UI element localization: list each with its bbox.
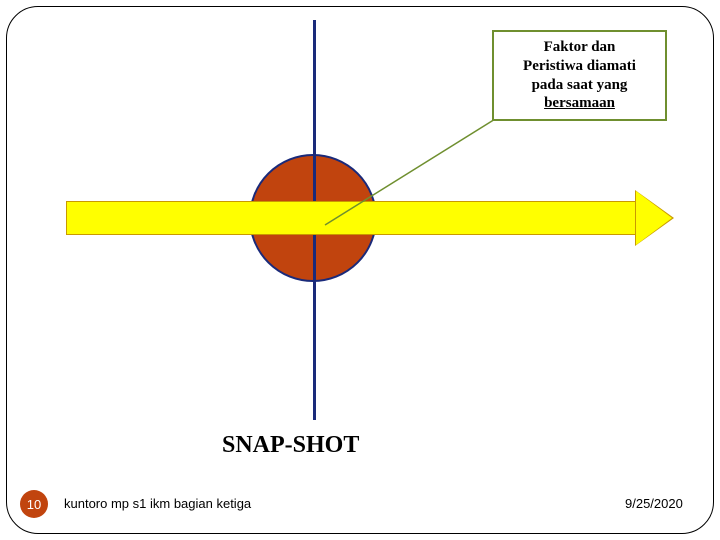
callout-line: bersamaan (502, 94, 657, 113)
footer-author: kuntoro mp s1 ikm bagian ketiga (64, 496, 251, 511)
page-number-badge: 10 (20, 490, 48, 518)
arrow-shaft (66, 201, 636, 235)
callout-line: Peristiwa diamati (502, 57, 657, 76)
callout-line: pada saat yang (502, 76, 657, 95)
callout-line: Faktor dan (502, 38, 657, 57)
footer-date: 9/25/2020 (625, 496, 683, 511)
callout-underline: bersamaan (544, 95, 615, 111)
page-number: 10 (27, 497, 41, 512)
slide: Faktor dan Peristiwa diamati pada saat y… (0, 0, 720, 540)
arrow-head-icon (636, 191, 672, 245)
callout-box: Faktor dan Peristiwa diamati pada saat y… (492, 30, 667, 121)
snapshot-label: SNAP-SHOT (222, 432, 359, 459)
